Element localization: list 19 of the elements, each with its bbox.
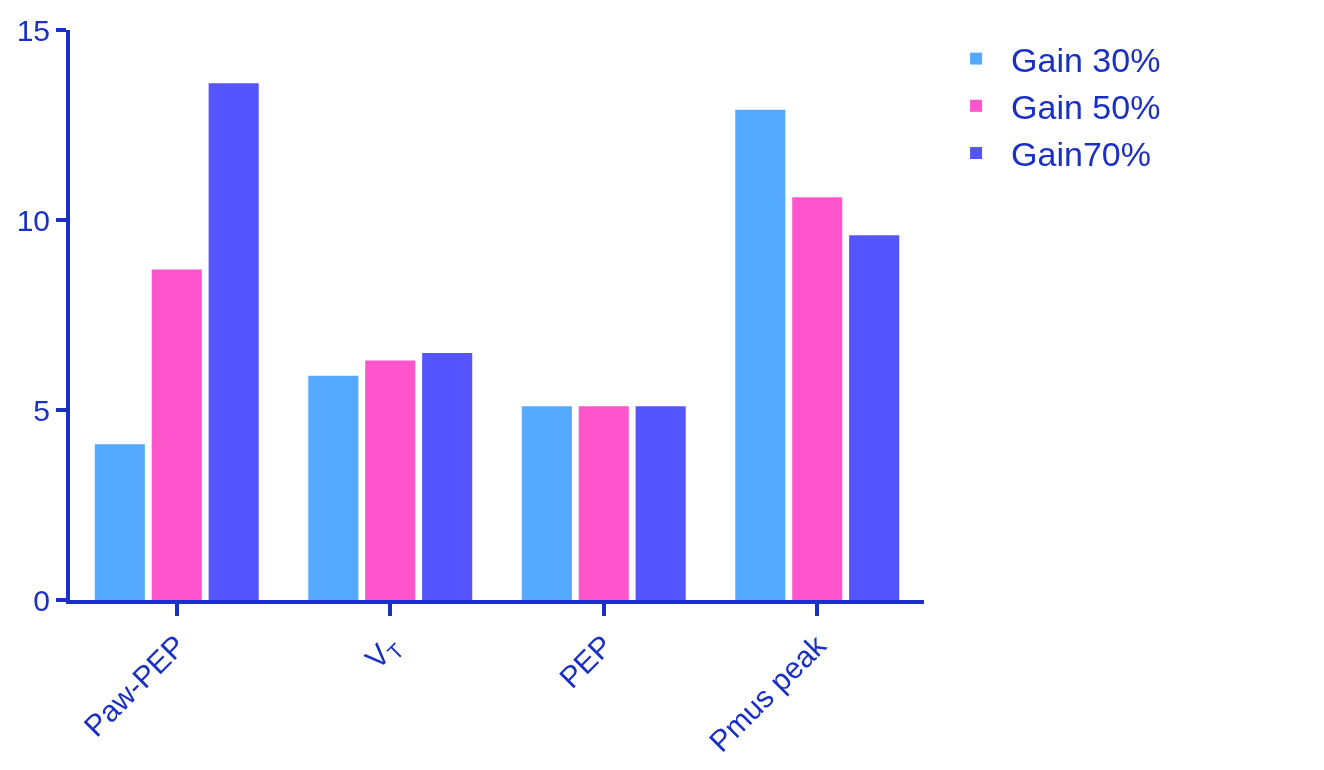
legend-label: Gain 30% xyxy=(1011,40,1161,79)
bar xyxy=(208,83,259,600)
bar xyxy=(635,406,686,600)
y-tick-label: 15 xyxy=(16,13,50,47)
bar xyxy=(849,235,900,600)
bar xyxy=(308,375,359,600)
bar xyxy=(521,406,572,600)
bar xyxy=(94,444,145,600)
y-tick-label: 5 xyxy=(33,393,50,427)
bar xyxy=(578,406,629,600)
bar xyxy=(151,269,202,600)
bar xyxy=(735,109,786,600)
bar xyxy=(422,353,473,600)
legend-label: Gain 50% xyxy=(1011,88,1161,127)
legend-label: Gain70% xyxy=(1011,135,1151,174)
y-tick-label: 0 xyxy=(33,583,50,617)
bar xyxy=(792,197,843,600)
bar xyxy=(365,360,416,600)
y-tick-label: 10 xyxy=(16,203,50,237)
